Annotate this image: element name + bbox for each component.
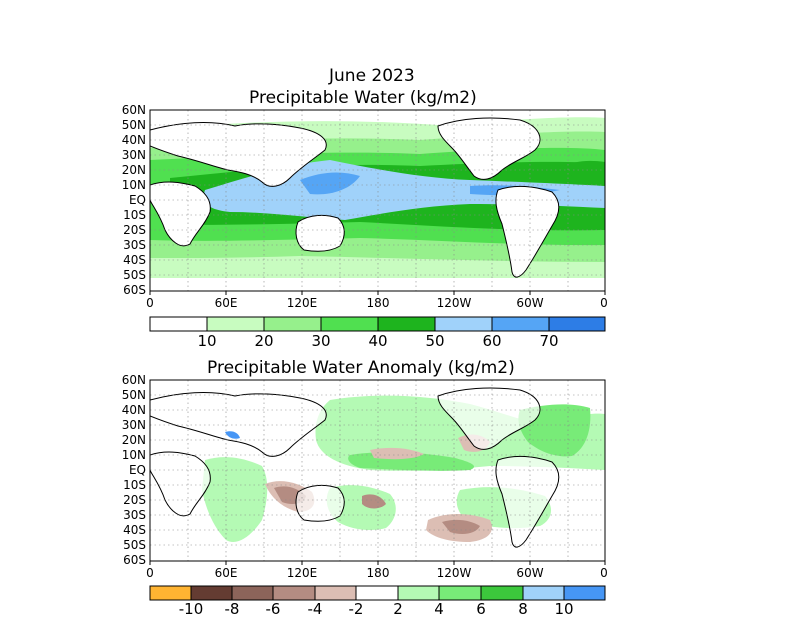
- colorbar-swatch: [263, 316, 322, 332]
- colorbar-swatch: [434, 316, 493, 332]
- colorbar-label: 4: [434, 600, 444, 618]
- bottom-lon-ticks: [149, 561, 606, 565]
- colorbar-label: -6: [265, 600, 281, 618]
- lat-label: 50N: [121, 118, 146, 132]
- colorbar-swatch: [206, 316, 265, 332]
- top-panel-title: Precipitable Water (kg/m2): [249, 88, 477, 108]
- lon-label: 120W: [436, 296, 472, 310]
- colorbar-label: 50: [425, 332, 445, 350]
- lat-label: 30N: [121, 148, 146, 162]
- lon-label: 60W: [516, 566, 544, 580]
- lon-label: 60E: [214, 566, 238, 580]
- top-land: [150, 117, 560, 278]
- colorbar-label: 20: [254, 332, 274, 350]
- colorbar-swatch: [231, 585, 274, 601]
- lat-label: 20N: [121, 163, 146, 177]
- colorbar-swatch: [438, 585, 482, 601]
- top-lon-ticks: [149, 291, 606, 295]
- lon-label: 60W: [516, 296, 544, 310]
- colorbar-label: 40: [368, 332, 388, 350]
- colorbar-swatch: [314, 585, 357, 601]
- lat-label: 30S: [123, 238, 146, 252]
- colorbar-swatch: [355, 585, 399, 601]
- lon-label: 0: [146, 296, 154, 310]
- lon-label: 60E: [214, 296, 238, 310]
- colorbar-label: 6: [476, 600, 486, 618]
- lat-label: 40N: [121, 133, 146, 147]
- lat-label: 60S: [123, 553, 146, 567]
- colorbar-label: 10: [554, 600, 574, 618]
- lon-label: 120E: [286, 296, 318, 310]
- lat-label: 60N: [121, 103, 146, 117]
- lat-label: 20S: [123, 493, 146, 507]
- colorbar-label: 8: [518, 600, 528, 618]
- lat-label: 30N: [121, 418, 146, 432]
- colorbar-label: 70: [539, 332, 559, 350]
- colorbar-swatch: [190, 585, 233, 601]
- lon-label: 0: [146, 566, 154, 580]
- colorbar-label: 10: [197, 332, 217, 350]
- lat-label: 20S: [123, 223, 146, 237]
- colorbar-swatch: [377, 316, 436, 332]
- lon-label: 120W: [436, 566, 472, 580]
- lon-label: 180: [366, 566, 390, 580]
- colorbar-label: 60: [482, 332, 502, 350]
- lat-label: 50S: [123, 268, 146, 282]
- lat-label: 50N: [121, 388, 146, 402]
- colorbar-swatch: [491, 316, 550, 332]
- lat-label: 30S: [123, 508, 146, 522]
- top-map-panel: [150, 110, 605, 291]
- lat-label: EQ: [128, 463, 146, 477]
- lon-label: 0: [600, 296, 608, 310]
- bottom-panel-title: Precipitable Water Anomaly (kg/m2): [207, 358, 515, 378]
- lat-label: 60N: [121, 373, 146, 387]
- colorbar-label: -10: [178, 600, 204, 618]
- colorbar-swatch: [548, 316, 606, 332]
- lat-label: EQ: [128, 193, 146, 207]
- colorbar-swatch: [149, 585, 192, 601]
- colorbar-swatch: [149, 316, 208, 332]
- colorbar-swatch: [480, 585, 524, 601]
- lon-label: 180: [366, 296, 390, 310]
- lat-label: 40N: [121, 403, 146, 417]
- lat-label: 20N: [121, 433, 146, 447]
- lat-label: 10S: [123, 208, 146, 222]
- colorbar-swatch: [320, 316, 379, 332]
- colorbar-label: -4: [307, 600, 323, 618]
- lat-label: 10S: [123, 478, 146, 492]
- lon-label: 120E: [286, 566, 318, 580]
- lon-label: 0: [600, 566, 608, 580]
- colorbar-label: -2: [348, 600, 364, 618]
- lat-label: 40S: [123, 523, 146, 537]
- bottom-land: [150, 387, 560, 548]
- map-date-title: June 2023: [329, 66, 415, 86]
- bottom-map-panel: [150, 380, 605, 561]
- colorbar-label: 2: [393, 600, 403, 618]
- colorbar-swatch: [563, 585, 606, 601]
- colorbar-label: 30: [311, 332, 331, 350]
- lat-label: 60S: [123, 283, 146, 297]
- colorbar-swatch: [522, 585, 565, 601]
- lat-label: 10N: [121, 178, 146, 192]
- colorbar-swatch: [397, 585, 440, 601]
- lat-label: 50S: [123, 538, 146, 552]
- lat-label: 40S: [123, 253, 146, 267]
- lat-label: 10N: [121, 448, 146, 462]
- top-colorbar: [149, 316, 606, 332]
- colorbar-label: -8: [224, 600, 240, 618]
- bottom-colorbar: [149, 585, 606, 601]
- colorbar-swatch: [272, 585, 316, 601]
